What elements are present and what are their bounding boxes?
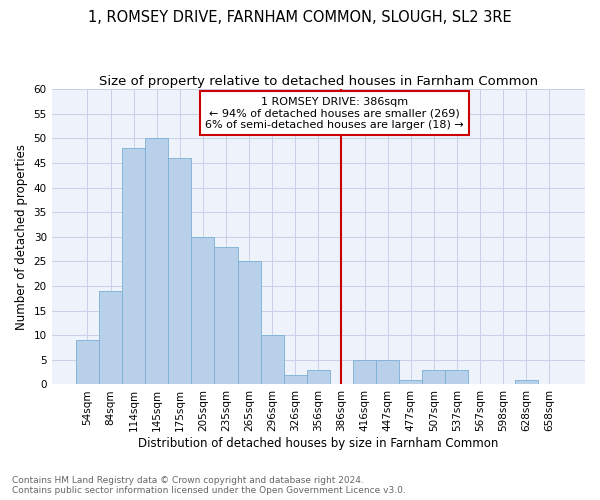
Bar xyxy=(307,370,330,384)
Bar xyxy=(284,374,307,384)
Y-axis label: Number of detached properties: Number of detached properties xyxy=(15,144,28,330)
Bar xyxy=(422,370,445,384)
Text: Contains HM Land Registry data © Crown copyright and database right 2024.
Contai: Contains HM Land Registry data © Crown c… xyxy=(12,476,406,495)
Bar xyxy=(353,360,376,384)
Bar xyxy=(145,138,168,384)
X-axis label: Distribution of detached houses by size in Farnham Common: Distribution of detached houses by size … xyxy=(138,437,499,450)
Title: Size of property relative to detached houses in Farnham Common: Size of property relative to detached ho… xyxy=(99,75,538,88)
Bar xyxy=(214,246,238,384)
Bar xyxy=(168,158,191,384)
Text: 1, ROMSEY DRIVE, FARNHAM COMMON, SLOUGH, SL2 3RE: 1, ROMSEY DRIVE, FARNHAM COMMON, SLOUGH,… xyxy=(88,10,512,25)
Bar xyxy=(445,370,469,384)
Bar xyxy=(260,335,284,384)
Text: 1 ROMSEY DRIVE: 386sqm
← 94% of detached houses are smaller (269)
6% of semi-det: 1 ROMSEY DRIVE: 386sqm ← 94% of detached… xyxy=(205,96,464,130)
Bar xyxy=(515,380,538,384)
Bar xyxy=(191,237,214,384)
Bar xyxy=(376,360,399,384)
Bar xyxy=(399,380,422,384)
Bar xyxy=(99,291,122,384)
Bar xyxy=(238,262,260,384)
Bar xyxy=(122,148,145,384)
Bar xyxy=(76,340,99,384)
